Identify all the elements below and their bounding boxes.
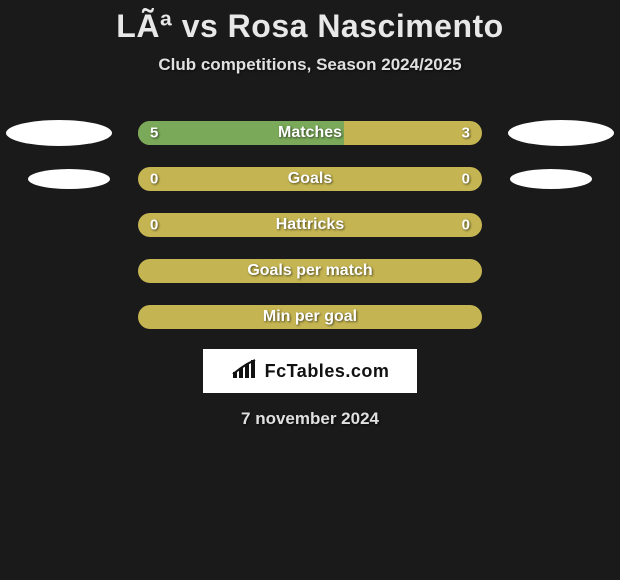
- stat-label: Goals per match: [247, 262, 372, 280]
- stat-row-goals-per-match: Goals per match: [0, 259, 620, 283]
- barchart-icon: [231, 358, 261, 385]
- disc-right-1: [510, 169, 592, 189]
- stat-row-hattricks: 0 Hattricks 0: [0, 213, 620, 237]
- footer-logo-text: FcTables.com: [265, 361, 390, 382]
- footer-logo: FcTables.com: [203, 349, 417, 393]
- stat-label: Goals: [288, 170, 332, 188]
- stat-bar: 0 Goals 0: [138, 167, 482, 191]
- stat-bar: 0 Hattricks 0: [138, 213, 482, 237]
- stat-bar: Goals per match: [138, 259, 482, 283]
- page-subtitle: Club competitions, Season 2024/2025: [0, 55, 620, 75]
- stats-container: 5 Matches 3 0 Goals 0 0 Hattricks 0 Goal…: [0, 121, 620, 329]
- disc-left-1: [28, 169, 110, 189]
- page-title: LÃª vs Rosa Nascimento: [0, 0, 620, 45]
- stat-value-right: 3: [462, 125, 470, 142]
- stat-row-goals: 0 Goals 0: [0, 167, 620, 191]
- stat-value-left: 0: [150, 217, 158, 234]
- stat-row-matches: 5 Matches 3: [0, 121, 620, 145]
- disc-left-0: [6, 120, 112, 146]
- stat-bar: 5 Matches 3: [138, 121, 482, 145]
- footer-date: 7 november 2024: [0, 409, 620, 429]
- stat-value-right: 0: [462, 217, 470, 234]
- stat-value-left: 5: [150, 125, 158, 142]
- stat-label: Matches: [278, 124, 342, 142]
- stat-value-right: 0: [462, 171, 470, 188]
- stat-label: Min per goal: [263, 308, 357, 326]
- stat-label: Hattricks: [276, 216, 344, 234]
- stat-row-min-per-goal: Min per goal: [0, 305, 620, 329]
- disc-right-0: [508, 120, 614, 146]
- stat-bar: Min per goal: [138, 305, 482, 329]
- stat-value-left: 0: [150, 171, 158, 188]
